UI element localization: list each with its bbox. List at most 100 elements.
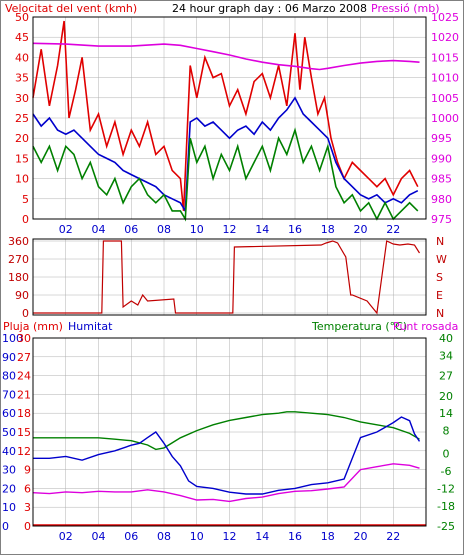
temperature-tick-label: 0 [443,448,450,461]
pressure-tick-label: 1010 [431,72,459,85]
rain-tick-label: 0 [24,520,31,533]
degree-tick-label: 180 [8,271,29,284]
humidity-axis-ticks: 0 10 20 30 40 50 60 70 80 90 100 [2,332,23,533]
compass-label: S [436,271,443,284]
compass-label: W [436,253,447,266]
x-tick-label: 22 [386,223,400,236]
x-tick-label: 18 [321,223,335,236]
dew-point-axis-label: Punt rosada [393,320,458,333]
rain-tick-label: 21 [17,388,31,401]
wind-speed-tick-label: 50 [15,11,29,24]
wind-pressure-plot-frame [32,16,427,220]
x-tick-label: 14 [255,530,269,543]
x-tick-label: 04 [92,530,106,543]
wind-speed-tick-label: 5 [22,193,29,206]
x-tick-label: 16 [288,530,302,543]
rain-axis-ticks: 0 3 6 9 12 15 18 21 24 27 30 [17,332,31,533]
compass-label: E [436,289,443,302]
humidity-axis-label: Humitat [68,320,113,333]
wind-direction-line [33,240,421,315]
series-red-line [32,20,419,211]
temperature-tick-label: 20 [439,390,453,403]
wind-speed-tick-label: 15 [15,152,29,165]
x-tick-label: 04 [92,223,106,236]
temperature-tick-label: -18 [437,500,455,513]
humidity-tick-label: 40 [2,445,16,458]
wind-speed-tick-label: 30 [15,92,29,105]
x-tick-label: 20 [354,223,368,236]
series-temperature-line [33,411,420,451]
pressure-tick-label: 990 [431,152,452,165]
x-tick-label: 18 [321,530,335,543]
humidity-tick-label: 90 [2,351,16,364]
temp-humidity-series [32,411,426,526]
series-magenta-line [32,42,420,71]
wind-speed-tick-label: 20 [15,132,29,145]
pressure-tick-label: 975 [431,213,452,226]
pressure-tick-label: 1005 [431,92,459,105]
temperature-axis-label: Temperatura (°C) [311,320,407,333]
humidity-tick-label: 10 [2,501,16,514]
x-tick-label: 08 [157,223,171,236]
wind-speed-axis-label: Velocitat del vent (kmh) [5,2,137,15]
rain-tick-label: 12 [17,445,31,458]
rain-tick-label: 30 [17,332,31,345]
temp-humidity-plot-frame [32,337,427,527]
rain-tick-label: 15 [17,426,31,439]
rain-axis-label: Pluja (mm) [3,320,63,333]
rain-tick-label: 9 [24,464,31,477]
temperature-tick-label: 40 [439,332,453,345]
temperature-tick-label: 14 [439,407,453,420]
series-blue-line [32,96,419,214]
wind-direction-series [33,240,421,315]
chart1-x-axis-ticks: 02 04 06 08 10 12 14 16 18 20 22 [59,223,401,236]
wind-speed-tick-label: 10 [15,173,29,186]
wind-speed-tick-label: 35 [15,72,29,85]
chart3-x-axis-ticks: 02 04 06 08 10 12 14 16 18 20 22 [59,530,401,543]
series-green-line [32,127,419,222]
humidity-tick-label: 70 [2,388,16,401]
wind-speed-tick-label: 25 [15,112,29,125]
pressure-tick-label: 985 [431,173,452,186]
rain-tick-label: 18 [17,407,31,420]
wind-direction-grid [33,239,426,315]
degree-tick-label: 90 [15,289,29,302]
wind-direction-degree-ticks: 0 90 180 270 360 [8,235,29,320]
x-tick-label: 08 [157,530,171,543]
x-tick-label: 06 [124,530,138,543]
x-tick-label: 12 [223,223,237,236]
x-tick-label: 14 [255,223,269,236]
temperature-tick-label: 8 [443,425,450,438]
temp-humidity-grid [33,337,426,527]
humidity-tick-label: 50 [2,426,16,439]
wind-pressure-series [32,20,420,222]
pressure-axis-label: Pressió (mb) [371,2,440,15]
rain-tick-label: 27 [17,351,31,364]
x-tick-label: 12 [223,530,237,543]
wind-speed-axis-ticks: 0 5 10 15 20 25 30 35 40 45 50 [15,11,29,226]
pressure-axis-ticks: 975 980 985 990 995 1000 1005 1010 1015 1020 1025 [431,11,459,226]
rain-tick-label: 6 [24,482,31,495]
pressure-tick-label: 1015 [431,51,459,64]
degree-tick-label: 0 [22,307,29,320]
x-tick-label: 22 [386,530,400,543]
humidity-tick-label: 20 [2,482,16,495]
compass-label: N [436,235,444,248]
series-humidity-line [33,416,421,495]
x-tick-label: 02 [59,530,73,543]
temperature-axis-ticks: -25 -18 -12 -6 0 8 14 20 27 34 40 [437,332,455,533]
humidity-tick-label: 0 [2,520,9,533]
pressure-tick-label: 995 [431,132,452,145]
rain-tick-label: 3 [24,501,31,514]
compass-label: N [436,307,444,320]
temperature-tick-label: -25 [437,520,455,533]
humidity-tick-label: 30 [2,464,16,477]
humidity-tick-label: 60 [2,407,16,420]
chart-title: 24 hour graph day : 06 Marzo 2008 [172,2,367,15]
humidity-tick-label: 80 [2,370,16,383]
degree-tick-label: 270 [8,253,29,266]
